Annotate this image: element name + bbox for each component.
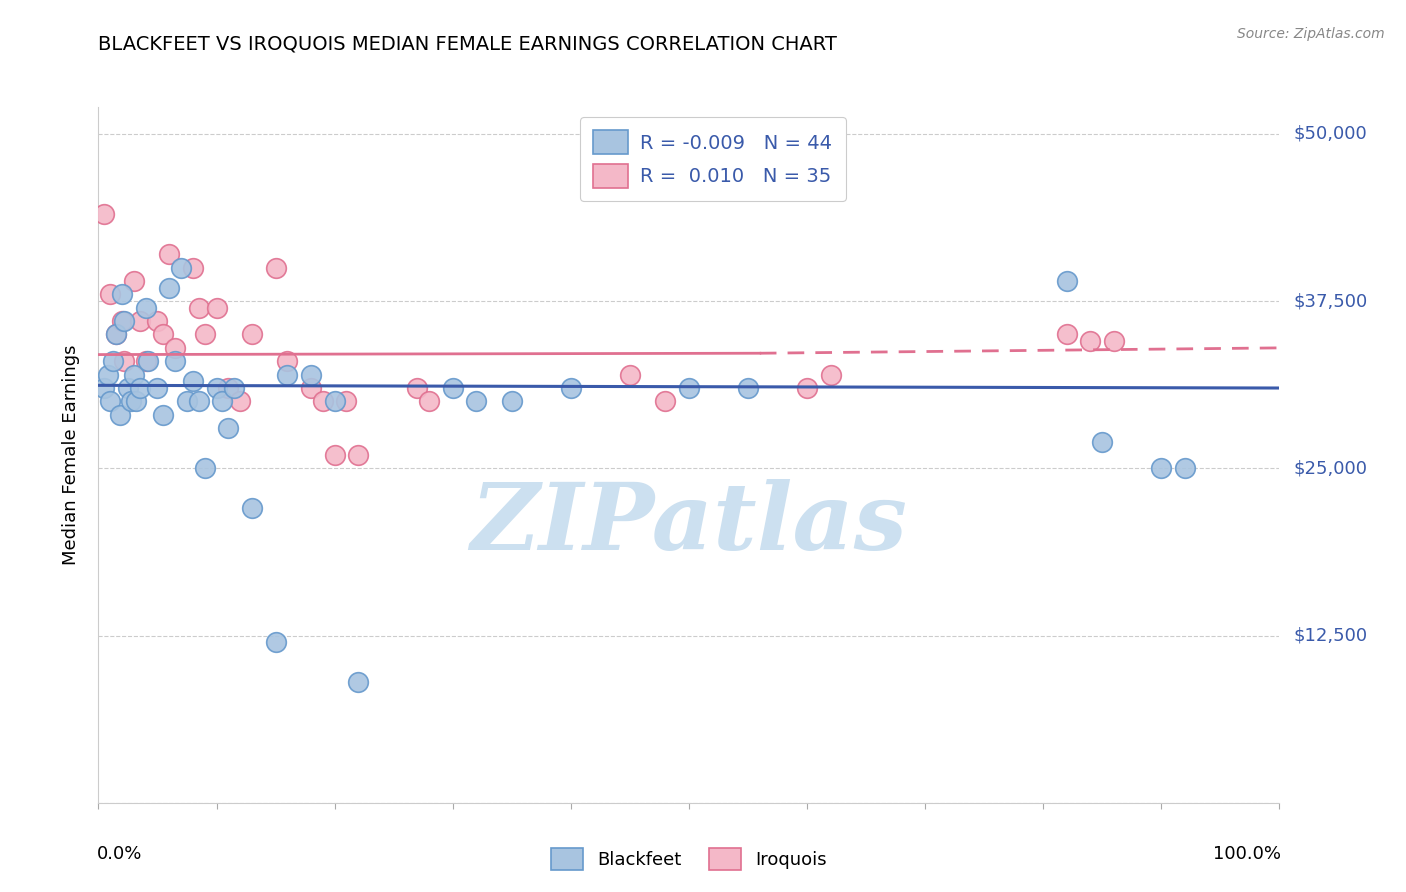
Point bbox=[1056, 327, 1078, 342]
Point bbox=[229, 394, 252, 409]
Point bbox=[194, 461, 217, 475]
Point bbox=[128, 314, 150, 328]
Point bbox=[152, 408, 174, 422]
Point bbox=[240, 327, 263, 342]
Point bbox=[165, 341, 187, 355]
Point bbox=[217, 421, 239, 435]
Y-axis label: Median Female Earnings: Median Female Earnings bbox=[62, 344, 80, 566]
Text: ZIPatlas: ZIPatlas bbox=[471, 480, 907, 569]
Point bbox=[205, 301, 228, 315]
Point bbox=[1174, 461, 1197, 475]
Point bbox=[112, 314, 135, 328]
Point bbox=[181, 375, 204, 389]
Point bbox=[152, 327, 174, 342]
Point bbox=[1091, 434, 1114, 449]
Point bbox=[157, 247, 180, 261]
Point bbox=[347, 448, 370, 462]
Point bbox=[335, 394, 357, 409]
Point bbox=[146, 381, 169, 395]
Point bbox=[619, 368, 641, 382]
Point bbox=[97, 368, 120, 382]
Point bbox=[1150, 461, 1173, 475]
Point bbox=[323, 394, 346, 409]
Point bbox=[176, 394, 198, 409]
Point bbox=[93, 207, 115, 221]
Point bbox=[224, 381, 246, 395]
Point bbox=[347, 675, 370, 690]
Point bbox=[111, 287, 134, 301]
Point bbox=[128, 381, 150, 395]
Point bbox=[217, 381, 239, 395]
Point bbox=[406, 381, 429, 395]
Point bbox=[418, 394, 440, 409]
Point bbox=[501, 394, 523, 409]
Point bbox=[323, 448, 346, 462]
Point bbox=[135, 301, 157, 315]
Point bbox=[560, 381, 582, 395]
Point bbox=[125, 394, 148, 409]
Point bbox=[136, 354, 159, 368]
Point bbox=[820, 368, 842, 382]
Text: 0.0%: 0.0% bbox=[97, 845, 142, 863]
Point bbox=[101, 354, 124, 368]
Point bbox=[157, 280, 180, 294]
Point bbox=[165, 354, 187, 368]
Text: BLACKFEET VS IROQUOIS MEDIAN FEMALE EARNINGS CORRELATION CHART: BLACKFEET VS IROQUOIS MEDIAN FEMALE EARN… bbox=[98, 35, 838, 54]
Point bbox=[465, 394, 488, 409]
Point bbox=[654, 394, 676, 409]
Point bbox=[170, 260, 193, 275]
Point bbox=[181, 260, 204, 275]
Point bbox=[93, 381, 115, 395]
Point bbox=[122, 274, 145, 288]
Point bbox=[105, 327, 128, 342]
Point bbox=[312, 394, 335, 409]
Text: $25,000: $25,000 bbox=[1294, 459, 1368, 477]
Point bbox=[264, 260, 287, 275]
Point bbox=[112, 354, 135, 368]
Point bbox=[121, 394, 143, 409]
Point bbox=[299, 368, 322, 382]
Point bbox=[205, 381, 228, 395]
Point bbox=[194, 327, 217, 342]
Point bbox=[737, 381, 759, 395]
Legend: Blackfeet, Iroquois: Blackfeet, Iroquois bbox=[536, 833, 842, 884]
Point bbox=[108, 408, 131, 422]
Point bbox=[187, 394, 209, 409]
Point bbox=[678, 381, 700, 395]
Point bbox=[135, 354, 157, 368]
Text: $37,500: $37,500 bbox=[1294, 292, 1368, 310]
Point bbox=[187, 301, 209, 315]
Point bbox=[1102, 334, 1125, 349]
Point bbox=[122, 368, 145, 382]
Text: $12,500: $12,500 bbox=[1294, 626, 1368, 645]
Point bbox=[240, 501, 263, 516]
Point bbox=[796, 381, 818, 395]
Point bbox=[98, 394, 121, 409]
Point bbox=[276, 354, 298, 368]
Point bbox=[111, 314, 134, 328]
Point bbox=[1080, 334, 1102, 349]
Point bbox=[1056, 274, 1078, 288]
Text: Source: ZipAtlas.com: Source: ZipAtlas.com bbox=[1237, 27, 1385, 41]
Point bbox=[299, 381, 322, 395]
Text: $50,000: $50,000 bbox=[1294, 125, 1367, 143]
Point bbox=[264, 635, 287, 649]
Point bbox=[146, 314, 169, 328]
Point bbox=[441, 381, 464, 395]
Point bbox=[276, 368, 298, 382]
Text: 100.0%: 100.0% bbox=[1212, 845, 1281, 863]
Point bbox=[105, 327, 128, 342]
Point bbox=[211, 394, 233, 409]
Point bbox=[117, 381, 139, 395]
Point bbox=[98, 287, 121, 301]
